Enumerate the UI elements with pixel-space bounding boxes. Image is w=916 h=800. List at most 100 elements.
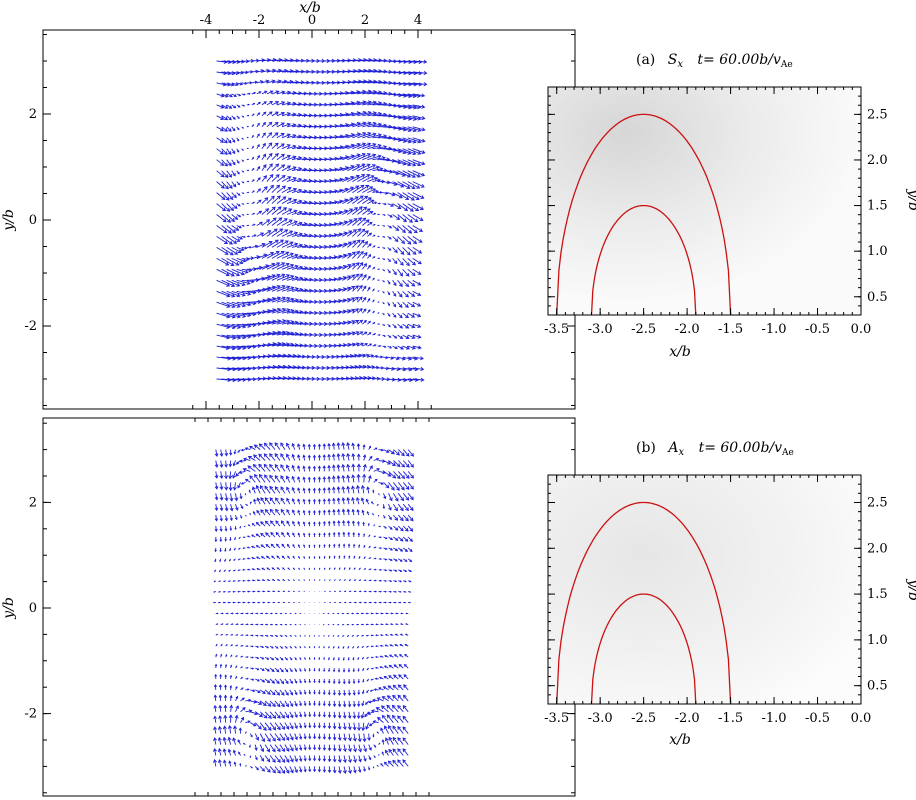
vector-arrow [342, 453, 345, 461]
vector-arrowhead [286, 497, 290, 502]
vector-arrowhead [332, 486, 336, 490]
vector-arrowhead [232, 725, 238, 730]
vector-arrowhead [231, 623, 234, 626]
vector-arrowhead [400, 452, 405, 457]
vector-arrowhead [264, 497, 269, 502]
vector-arrowhead [232, 150, 236, 155]
vector-arrow [407, 236, 417, 244]
vector-arrowhead [229, 196, 234, 201]
vector-arrowhead [242, 214, 245, 216]
vector-arrow [382, 696, 389, 702]
vector-arrowhead [295, 69, 300, 74]
vector-arrowhead [276, 714, 281, 719]
vector-arrow [337, 321, 347, 325]
vector-arrow [223, 748, 227, 756]
vector-arrow [402, 214, 413, 223]
vector-arrow [269, 700, 276, 707]
vector-arrow [226, 159, 232, 166]
vector-arrow [233, 460, 236, 466]
vector-arrowhead [399, 559, 403, 562]
vector-arrow [342, 309, 351, 314]
vector-arrowhead [313, 567, 316, 570]
vector-arrowhead [290, 747, 294, 752]
vector-arrowhead [237, 249, 242, 253]
vector-arrow [338, 733, 341, 741]
vector-arrow [245, 478, 251, 483]
vector-arrowhead [385, 749, 389, 754]
vector-arrowhead [255, 484, 260, 489]
vector-arrow [388, 685, 394, 691]
vector-arrowhead [298, 747, 303, 751]
vector-arrowhead [327, 681, 331, 684]
vector-arrow [412, 181, 425, 188]
vector-arrowhead [407, 150, 412, 155]
vector-arrow [361, 497, 365, 505]
vector-arrowhead [398, 293, 403, 298]
vector-arrow [412, 214, 424, 221]
vector-arrowhead [409, 559, 413, 563]
vector-arrow [352, 486, 355, 494]
vector-arrow [254, 444, 261, 450]
vector-arrow [297, 201, 307, 205]
vector-arrow [398, 674, 404, 680]
vector-arrowhead [393, 654, 397, 657]
vector-arrowhead [264, 508, 269, 513]
vector-arrowhead [248, 92, 251, 95]
vector-arrowhead [247, 169, 250, 172]
vector-arrowhead [285, 680, 289, 685]
vector-arrowhead [362, 217, 367, 222]
vector-arrowhead [236, 293, 241, 298]
vector-arrowhead [322, 498, 326, 502]
vector-arrow [367, 166, 380, 172]
vector-arrowhead [285, 453, 290, 458]
vector-arrowhead [332, 692, 336, 696]
vector-arrowhead [405, 452, 410, 457]
vector-arrowhead [352, 240, 357, 245]
vector-arrow [256, 70, 264, 73]
vector-arrow [362, 101, 377, 106]
vector-arrowhead [380, 727, 384, 731]
vector-arrow [357, 319, 363, 325]
vector-arrowhead [318, 509, 321, 513]
vector-arrowhead [287, 579, 290, 581]
vector-arrowhead [390, 569, 393, 572]
vector-arrowhead [318, 532, 321, 536]
vector-arrowhead [346, 497, 351, 501]
vector-arrowhead [231, 314, 236, 319]
vector-arrowhead [421, 161, 426, 166]
vector-arrow [397, 737, 404, 745]
vector-arrow [348, 711, 351, 719]
vector-arrow [402, 258, 410, 266]
vector-arrowhead [360, 714, 365, 719]
vector-arrow [309, 623, 310, 625]
vector-arrowhead [323, 658, 325, 661]
vector-arrowhead [298, 199, 303, 204]
vector-arrow [271, 354, 286, 358]
vector-arrowhead [247, 202, 250, 205]
vector-arrowhead [252, 145, 254, 148]
vector-arrow [214, 695, 217, 701]
vector-arrowhead [242, 313, 247, 318]
vector-arrowhead [213, 580, 216, 583]
vector-arrowhead [257, 154, 260, 158]
vector-arrow [332, 211, 343, 215]
vector-arrow [412, 126, 425, 131]
vector-arrowhead [328, 555, 331, 558]
vector-arrow [392, 291, 397, 297]
vector-arrowhead [255, 69, 259, 74]
vector-arrowhead [254, 473, 258, 478]
vector-arrow [381, 705, 389, 713]
vector-arrowhead [349, 590, 352, 593]
vector-arrowhead [370, 354, 375, 358]
vector-arrowhead [364, 601, 367, 604]
vector-arrowhead [374, 590, 377, 593]
vector-arrow [252, 486, 256, 494]
vector-arrowhead [224, 664, 228, 667]
vector-arrowhead [332, 669, 336, 673]
vector-arrowhead [372, 299, 375, 302]
vector-arrow [388, 493, 393, 501]
vector-arrowhead [227, 724, 232, 729]
vector-arrowhead [281, 101, 286, 105]
vector-arrowhead [308, 135, 313, 140]
vector-arrow [231, 345, 246, 349]
